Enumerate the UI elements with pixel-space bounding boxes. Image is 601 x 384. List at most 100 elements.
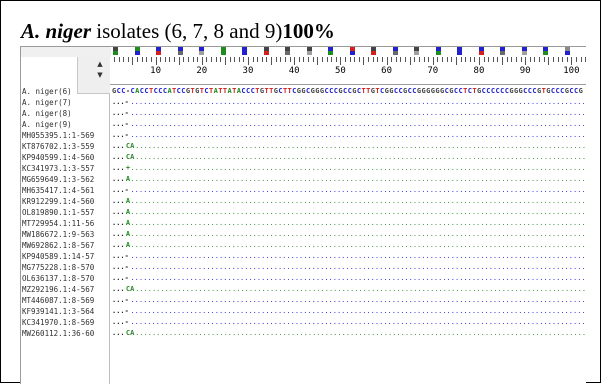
- alignment-row[interactable]: MT446087.1:8-569 ...-....................…: [21, 295, 586, 306]
- scroll-down-icon[interactable]: ▼: [97, 71, 103, 79]
- sequence-name[interactable]: MG775228.1:8-570: [22, 263, 95, 272]
- base-char: G: [296, 87, 302, 95]
- alignment-row[interactable]: KP940589.1:14-57 ...-....................…: [21, 251, 586, 262]
- base-char: G: [338, 87, 343, 95]
- overview-column-mark: [242, 47, 247, 55]
- alignment-row[interactable]: A. niger(7) ...-.........................…: [21, 97, 586, 108]
- gap-marker: ...: [112, 142, 125, 150]
- base-char: G: [352, 87, 357, 95]
- ruler-tick: [469, 57, 471, 62]
- base-char: T: [366, 87, 371, 95]
- scroll-up-icon[interactable]: ▲: [97, 60, 103, 68]
- sequence-name[interactable]: MW186672.1:9-563: [22, 230, 95, 239]
- base-char: T: [172, 87, 177, 95]
- alignment-row[interactable]: MW186672.1:9-563... A....................…: [21, 229, 586, 240]
- sequence-name[interactable]: KR912299.1:4-560: [22, 197, 95, 206]
- sequence-name[interactable]: A. niger(9): [22, 120, 72, 129]
- base-char: T: [361, 87, 366, 95]
- sequence-name[interactable]: KC341970.1:8-569: [22, 318, 95, 327]
- gap-marker: ...: [112, 175, 125, 183]
- overview-column-mark: [414, 47, 419, 55]
- base-char: G: [195, 87, 200, 95]
- ruler-tick: [557, 57, 559, 62]
- base-char: C: [181, 87, 186, 95]
- sequence-name[interactable]: OL819890.1:1-557: [22, 208, 95, 217]
- sequence-name[interactable]: MG659649.1:3-562: [22, 175, 95, 184]
- ruler-tick: [539, 57, 541, 62]
- alignment-row[interactable]: A. niger(9) ...-.........................…: [21, 119, 586, 130]
- alignment-row[interactable]: KC341970.1:8-569 ...-....................…: [21, 317, 586, 328]
- sequence-name[interactable]: MH055395.1:1-569: [22, 131, 95, 140]
- sequence-name[interactable]: MH635417.1:4-561: [22, 186, 95, 195]
- ruler-tick: [303, 57, 305, 62]
- base-char: C: [162, 87, 168, 95]
- sequence-name[interactable]: KT876702.1:3-559: [22, 142, 95, 151]
- sequence-name[interactable]: MW692862.1:8-567: [22, 241, 95, 250]
- base-char: C: [467, 87, 472, 95]
- ruler-tick: [506, 57, 508, 62]
- sequence-name[interactable]: KF939141.1:3-564: [22, 307, 95, 316]
- sequence-name[interactable]: KP940599.1:4-560: [22, 153, 95, 162]
- alignment-row[interactable]: MT729954.1:11-56... A....................…: [21, 218, 586, 229]
- sequence-name[interactable]: A. niger(7): [22, 98, 72, 107]
- ruler-label: 80: [473, 66, 485, 76]
- ruler-label: 10: [150, 66, 161, 76]
- base-char: G: [370, 87, 375, 95]
- variant-mark: CA: [125, 142, 135, 150]
- alignment-row[interactable]: KF939141.1:3-564 ...-....................…: [21, 306, 586, 317]
- base-char: C: [333, 87, 338, 95]
- alignment-row[interactable]: KR912299.1:4-560... A....................…: [21, 196, 586, 207]
- ruler-tick: [243, 57, 245, 62]
- ruler-tick: [224, 57, 226, 65]
- base-char: C: [356, 87, 362, 95]
- base-char: C: [176, 87, 181, 95]
- alignment-row[interactable]: MG659649.1:3-562... A....................…: [21, 174, 586, 185]
- sequence-name[interactable]: MT729954.1:11-56: [22, 219, 95, 228]
- sequence-name[interactable]: OL636137.1:8-570: [22, 274, 95, 283]
- overview-column-mark: [521, 47, 527, 55]
- sequence-name[interactable]: KC341973.1:3-557: [22, 164, 95, 173]
- alignment-row[interactable]: MG775228.1:8-570 ...-....................…: [21, 262, 586, 273]
- ruler-tick: [317, 57, 319, 65]
- base-char: C: [306, 87, 311, 95]
- base-char: C: [407, 87, 412, 95]
- ruler-scroll-control[interactable]: ▲ ▼: [77, 57, 110, 94]
- base-char: C: [347, 87, 352, 95]
- sequence-name[interactable]: MT446087.1:8-569: [22, 296, 95, 305]
- alignment-row[interactable]: MH055395.1:1-569 ...-....................…: [21, 130, 586, 141]
- alignment-row[interactable]: MH635417.1:4-561 ...-....................…: [21, 185, 586, 196]
- sequence-name[interactable]: A. niger(6): [22, 87, 72, 96]
- alignment-row[interactable]: MZ292196.1:4-567... CA...................…: [21, 284, 586, 295]
- ruler-tick: [460, 57, 462, 62]
- ruler-tick: [284, 57, 286, 62]
- base-char: C: [153, 87, 158, 95]
- alignment-row[interactable]: KP940599.1:4-560... CA...................…: [21, 152, 586, 163]
- sequence-name[interactable]: MZ292196.1:4-567: [22, 285, 95, 294]
- sequence-name[interactable]: MW260112.1:36-60: [22, 329, 95, 338]
- alignment-row[interactable]: OL819890.1:1-557... A....................…: [21, 207, 586, 218]
- alignment-row[interactable]: OL636137.1:8-570 ...-....................…: [21, 273, 586, 284]
- ruler-tick: [497, 57, 499, 62]
- base-char: C: [278, 87, 283, 95]
- gap-marker: ...-: [112, 318, 129, 326]
- base-char: G: [509, 87, 514, 95]
- ruler-tick: [548, 57, 550, 65]
- variant-mark: CA: [125, 285, 135, 293]
- alignment-row[interactable]: KC341973.1:3-557... +....................…: [21, 163, 586, 174]
- sequence-name[interactable]: KP940589.1:14-57: [22, 252, 95, 261]
- alignment-row[interactable]: MW692862.1:8-567... A....................…: [21, 240, 586, 251]
- base-char: A: [236, 87, 241, 95]
- ruler-tick: [395, 57, 397, 62]
- ruler-label: 20: [196, 66, 208, 76]
- ruler-tick: [428, 57, 430, 62]
- sequence-name[interactable]: A. niger(8): [22, 109, 72, 118]
- alignment-row[interactable]: A. niger(6) G C C - C A C C T C C C A T C C G T G T C T A T T A T A C…: [21, 86, 586, 97]
- alignment-row[interactable]: MW260112.1:36-60... CA...................…: [21, 328, 586, 339]
- ruler-tick: [340, 57, 342, 65]
- base-char: G: [273, 87, 278, 95]
- ruler-tick: [525, 57, 527, 65]
- alignment-row[interactable]: A. niger(8) ...-.........................…: [21, 108, 586, 119]
- ruler-tick: [409, 57, 411, 65]
- base-char: T: [375, 87, 380, 95]
- alignment-row[interactable]: KT876702.1:3-559... CA...................…: [21, 141, 586, 152]
